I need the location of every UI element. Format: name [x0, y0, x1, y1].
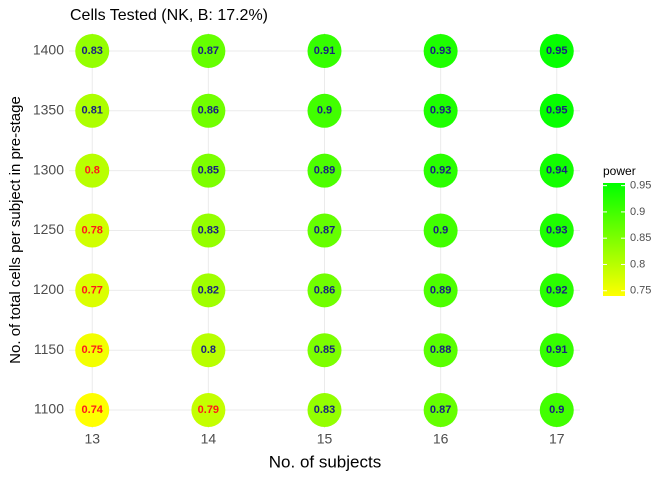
bubble [423, 273, 458, 308]
value-label: 0.85 [314, 344, 335, 356]
y-axis-label: No. of total cells per subject in pre-st… [7, 96, 24, 364]
value-label: 0.82 [198, 284, 219, 296]
y-tick-label: 1150 [34, 341, 64, 357]
bubble [191, 393, 226, 428]
value-label: 0.89 [314, 165, 335, 177]
bubble [307, 93, 342, 128]
value-label: 0.95 [546, 45, 567, 57]
value-label: 0.87 [314, 224, 335, 236]
bubble [191, 333, 226, 368]
x-tick-label: 16 [433, 431, 449, 447]
y-tick-label: 1400 [33, 42, 64, 58]
bubble [191, 273, 226, 308]
value-label: 0.81 [82, 105, 103, 117]
value-label: 0.92 [430, 165, 451, 177]
value-label: 0.8 [201, 344, 216, 356]
value-label: 0.95 [546, 105, 567, 117]
value-label: 0.83 [82, 45, 103, 57]
bubble [307, 153, 342, 188]
y-tick-label: 1300 [33, 161, 64, 177]
value-label: 0.83 [314, 404, 335, 416]
bubble [423, 213, 458, 248]
bubble [191, 33, 226, 68]
bubble [423, 33, 458, 68]
value-label: 0.74 [82, 404, 104, 416]
value-label: 0.8 [85, 165, 100, 177]
x-tick-label: 14 [201, 431, 217, 447]
bubble [423, 393, 458, 428]
x-tick-label: 13 [84, 431, 100, 447]
bubble [75, 333, 110, 368]
bubble [75, 153, 110, 188]
value-label: 0.88 [430, 344, 451, 356]
value-label: 0.86 [198, 105, 219, 117]
legend-tick-label: 0.75 [630, 285, 651, 297]
value-label: 0.92 [546, 284, 567, 296]
bubble [539, 333, 574, 368]
value-label: 0.91 [314, 45, 335, 57]
value-label: 0.9 [433, 224, 448, 236]
bubble [539, 393, 574, 428]
legend-tick-label: 0.9 [630, 206, 645, 218]
legend-title: power [603, 164, 636, 178]
value-label: 0.86 [314, 284, 335, 296]
bubble [75, 393, 110, 428]
value-label: 0.83 [198, 224, 219, 236]
bubble [191, 153, 226, 188]
bubble [75, 213, 110, 248]
y-tick-label: 1250 [33, 221, 64, 237]
y-tick-label: 1200 [33, 281, 64, 297]
value-label: 0.75 [82, 344, 103, 356]
value-label: 0.93 [546, 224, 567, 236]
bubble [191, 93, 226, 128]
bubble [539, 33, 574, 68]
bubble [307, 273, 342, 308]
bubble [307, 393, 342, 428]
y-tick-label: 1100 [34, 401, 64, 417]
value-label: 0.89 [430, 284, 451, 296]
chart-title: Cells Tested (NK, B: 17.2%) [70, 7, 268, 24]
value-label: 0.9 [549, 404, 564, 416]
color-bar [603, 183, 625, 296]
value-label: 0.79 [198, 404, 219, 416]
value-label: 0.93 [430, 105, 451, 117]
value-label: 0.9 [317, 105, 332, 117]
value-label: 0.87 [430, 404, 451, 416]
bubble [539, 213, 574, 248]
bubble [423, 333, 458, 368]
value-label: 0.91 [546, 344, 567, 356]
bubble [191, 213, 226, 248]
legend-tick-label: 0.8 [630, 258, 645, 270]
bubble [539, 153, 574, 188]
bubble [307, 333, 342, 368]
bubble [307, 33, 342, 68]
bubble [75, 33, 110, 68]
x-tick-label: 17 [549, 431, 565, 447]
value-label: 0.85 [198, 165, 219, 177]
legend-tick-label: 0.85 [630, 232, 651, 244]
value-label: 0.87 [198, 45, 219, 57]
x-tick-label: 15 [317, 431, 333, 447]
bubble [75, 93, 110, 128]
value-label: 0.93 [430, 45, 451, 57]
bubble [75, 273, 110, 308]
bubble [539, 273, 574, 308]
bubble [539, 93, 574, 128]
value-label: 0.94 [546, 165, 568, 177]
y-tick-label: 1350 [33, 102, 64, 118]
bubble [423, 93, 458, 128]
value-label: 0.78 [82, 224, 103, 236]
bubble [423, 153, 458, 188]
legend-tick-label: 0.95 [630, 180, 651, 192]
value-label: 0.77 [82, 284, 103, 296]
x-axis-label: No. of subjects [269, 452, 381, 471]
bubble [307, 213, 342, 248]
